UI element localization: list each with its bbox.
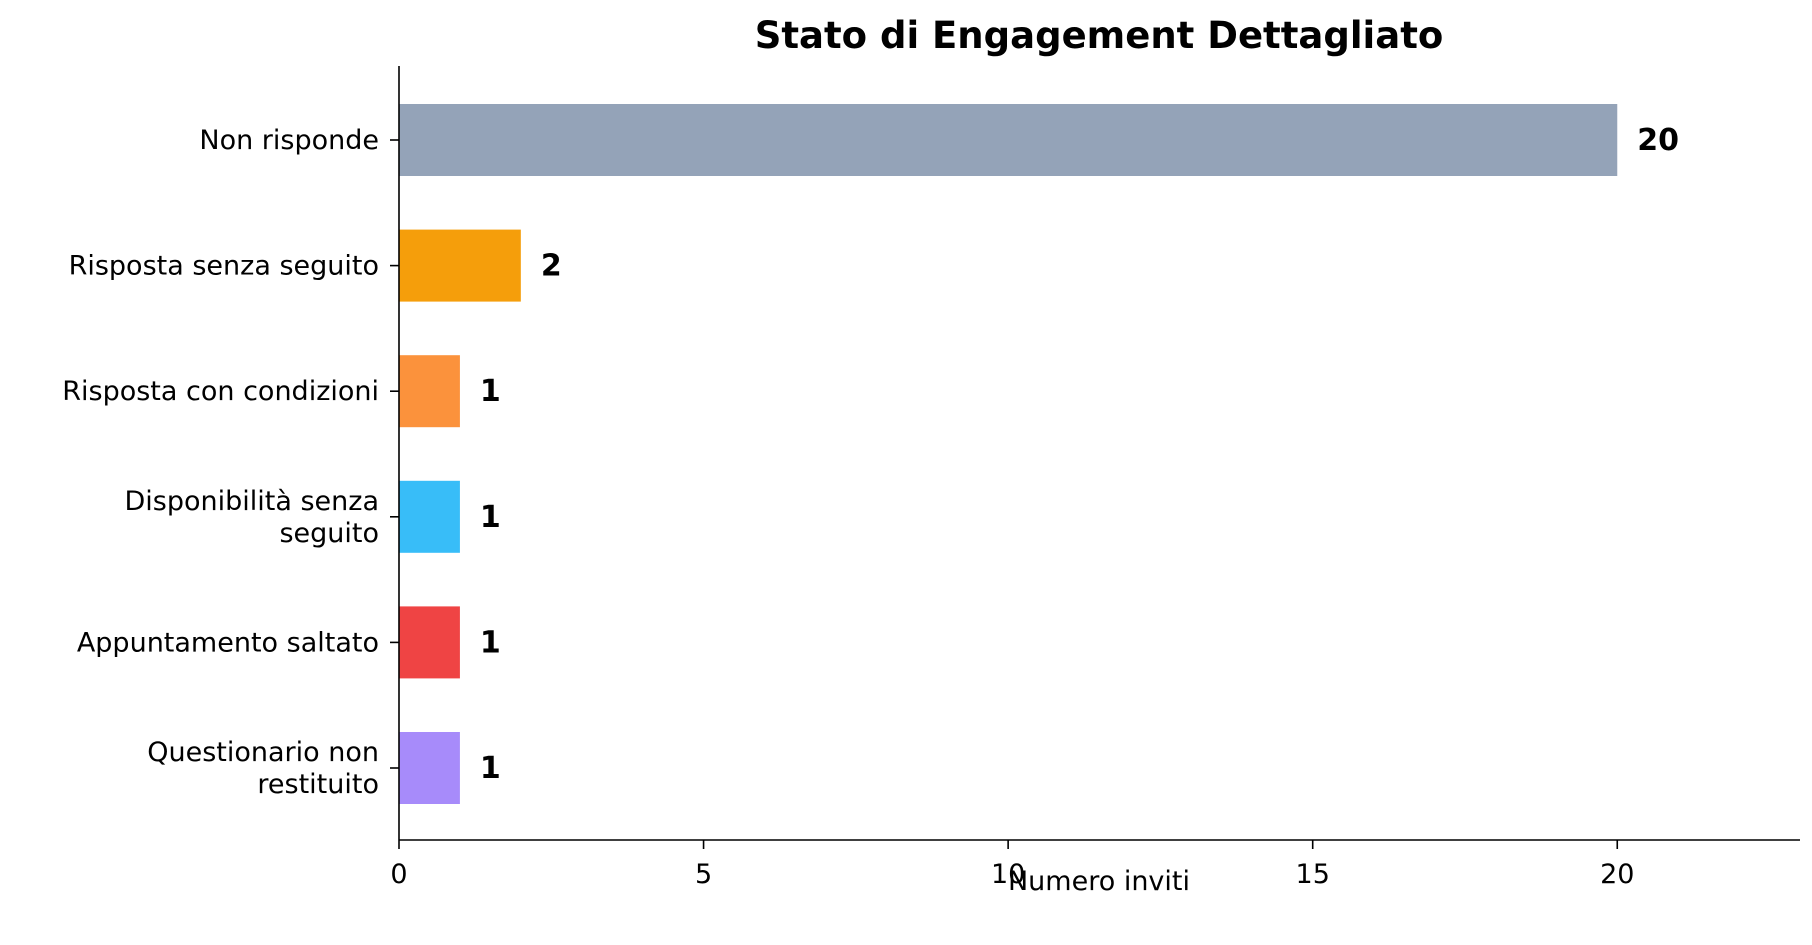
bar: [399, 732, 460, 804]
chart-title: Stato di Engagement Dettagliato: [755, 14, 1444, 57]
bar: [399, 229, 521, 302]
y-tick-label: Appuntamento saltato: [77, 627, 379, 658]
x-tick-label: 10: [991, 859, 1025, 890]
bar: [399, 606, 460, 679]
x-tick-label: 15: [1296, 859, 1330, 890]
data-label: 1: [480, 500, 501, 535]
data-label: 20: [1637, 123, 1679, 158]
x-tick-label: 20: [1600, 859, 1634, 890]
y-tick-label: Questionario non restituito: [147, 737, 379, 800]
data-label: 2: [541, 249, 562, 284]
data-label: 1: [480, 751, 501, 786]
data-label: 1: [480, 625, 501, 660]
axes-layer: Non risponde Risposta senza seguito Rispos…: [62, 66, 1800, 890]
y-tick-label: Non risponde: [199, 125, 379, 156]
y-tick-label: Risposta con condizioni: [62, 376, 379, 407]
y-tick-label: Risposta senza seguito: [69, 251, 379, 282]
y-tick-label: Disponibilità senza seguito: [125, 486, 380, 549]
data-label: 1: [480, 374, 501, 409]
bars-layer: 20 2 1 1 1 1: [399, 104, 1679, 804]
x-tick-label: 5: [695, 859, 712, 890]
bar: [399, 104, 1618, 176]
x-axis-label: Numero inviti: [1008, 866, 1190, 897]
bar: [399, 480, 460, 553]
bar: [399, 355, 460, 428]
x-tick-label: 0: [390, 859, 407, 890]
